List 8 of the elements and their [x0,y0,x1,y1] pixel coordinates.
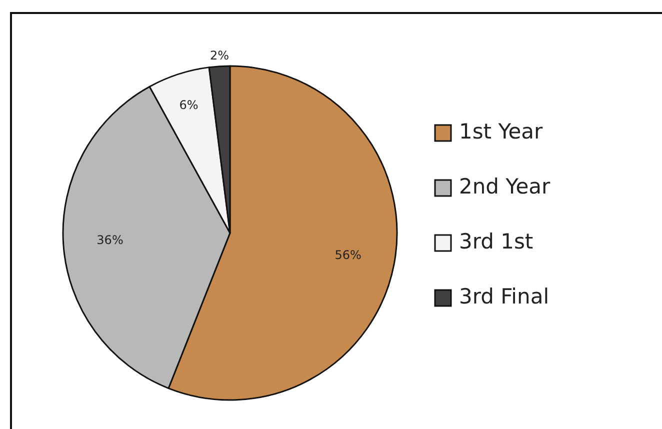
legend-label: 2nd Year [459,174,551,199]
legend-label: 1st Year [459,120,544,144]
data-label: 36% [96,232,124,247]
legend-label: 3rd Final [459,284,550,309]
data-label: 2% [210,48,230,62]
data-label: 56% [334,248,362,262]
legend-label: 3rd 1st [459,230,534,254]
data-label: 6% [179,98,198,112]
